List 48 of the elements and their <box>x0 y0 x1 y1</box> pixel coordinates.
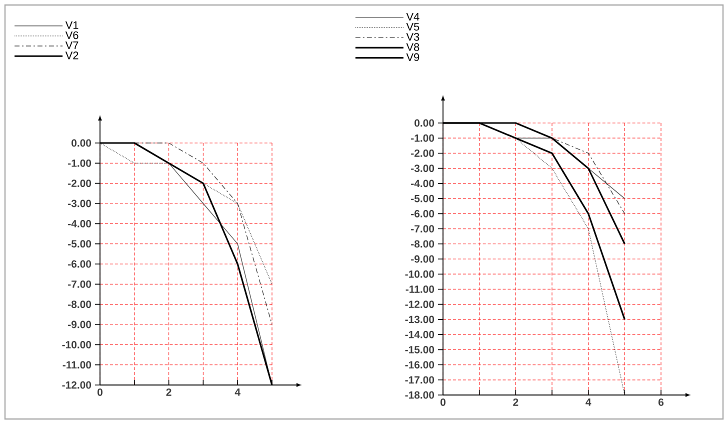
y-tick-label: -17.00 <box>405 376 434 384</box>
y-tick-label: -8.00 <box>68 300 92 308</box>
y-tick-label: -7.00 <box>411 225 434 232</box>
y-tick-label: -9.00 <box>68 320 92 328</box>
y-tick-label: -2.00 <box>68 180 92 188</box>
y-tick-label: -11.00 <box>406 286 434 293</box>
x-tick-label: 2 <box>513 398 518 406</box>
y-tick-label: -1.00 <box>68 159 92 167</box>
legend-label: V2 <box>65 52 78 60</box>
y-tick-label: -16.00 <box>405 361 434 368</box>
y-tick-label: -5.00 <box>68 240 92 248</box>
y-tick-label: -6.00 <box>411 210 434 218</box>
y-tick-label: -18.00 <box>405 391 434 399</box>
legend-label: V6 <box>65 31 78 40</box>
y-tick-label: -8.00 <box>411 240 434 248</box>
x-tick-label: 0 <box>98 388 102 396</box>
legend-label: V8 <box>406 43 420 51</box>
legend-label: V3 <box>406 33 420 41</box>
y-tick-label: -7.00 <box>68 280 92 288</box>
y-tick-label: -1.00 <box>411 134 434 142</box>
y-tick-label: -15.00 <box>405 346 434 354</box>
legend-label: V1 <box>65 21 78 29</box>
y-tick-label: -3.00 <box>411 164 434 172</box>
legend-label: V5 <box>406 22 420 31</box>
x-tick-label: 0 <box>440 398 446 406</box>
legend-label: V4 <box>406 12 420 20</box>
y-tick-label: -5.00 <box>411 194 434 202</box>
y-tick-label: -6.00 <box>68 260 92 268</box>
x-tick-label: 4 <box>234 388 240 396</box>
y-tick-label: -12.00 <box>405 300 434 308</box>
y-tick-label: -14.00 <box>405 330 434 338</box>
y-tick-label: -10.00 <box>62 340 92 348</box>
y-tick-label: -3.00 <box>68 200 92 208</box>
y-tick-label: -13.00 <box>405 316 434 324</box>
x-tick-label: 4 <box>586 398 592 406</box>
legend-label: V9 <box>406 53 420 62</box>
y-tick-label: 0.00 <box>414 119 434 127</box>
x-tick-label: 2 <box>166 388 172 396</box>
y-tick-label: 0.00 <box>72 139 92 147</box>
y-tick-label: -4.00 <box>68 220 92 228</box>
legend-label: V7 <box>65 42 78 50</box>
y-tick-label: -9.00 <box>411 255 434 263</box>
y-tick-label: -12.00 <box>62 381 92 389</box>
y-tick-label: -4.00 <box>411 180 434 188</box>
x-tick-label: 6 <box>658 398 664 406</box>
y-tick-label: -2.00 <box>411 150 434 157</box>
y-tick-label: -10.00 <box>405 270 434 278</box>
y-tick-label: -11.00 <box>62 361 92 369</box>
